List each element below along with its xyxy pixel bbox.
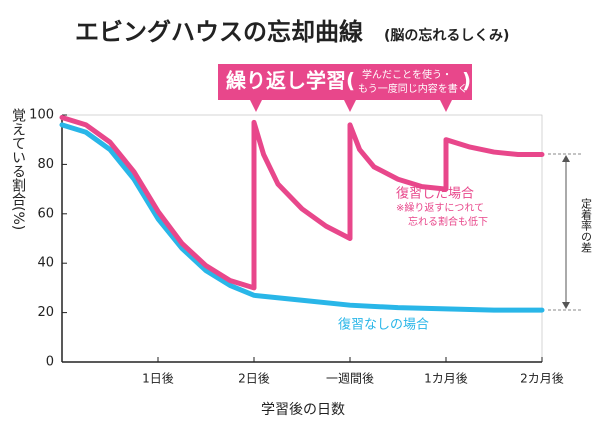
x-axis-label: 学習後の日数 bbox=[261, 402, 345, 418]
y-tick-label: 100 bbox=[29, 108, 54, 123]
chart-subtitle: (脳の忘れるしくみ) bbox=[384, 27, 509, 44]
banner-pointer bbox=[440, 100, 452, 112]
banner-pointer bbox=[344, 100, 356, 112]
series-line bbox=[59, 114, 545, 291]
y-tick-label: 80 bbox=[37, 157, 54, 172]
y-tick-label: 40 bbox=[37, 256, 54, 271]
banner-note: もう一度同じ内容を書く bbox=[358, 82, 468, 95]
difference-arrowhead bbox=[562, 302, 570, 309]
banner-note: 学んだことを使う・ bbox=[362, 68, 452, 81]
y-axis-label: 覚えている割合(%) bbox=[10, 108, 26, 230]
banner-text: 繰り返し学習( bbox=[226, 69, 355, 93]
series-label: 復習なしの場合 bbox=[338, 317, 429, 333]
series-line bbox=[59, 122, 545, 313]
review-note: 忘れる割合も低下 bbox=[408, 215, 488, 228]
x-tick-label: 一週間後 bbox=[326, 372, 374, 386]
difference-label: 定着率の差 bbox=[580, 197, 593, 253]
banner-pointer bbox=[250, 100, 262, 112]
review-note: ※繰り返すにつれて bbox=[396, 201, 484, 214]
series-label: 復習した場合 bbox=[396, 186, 474, 202]
difference-label-bg bbox=[578, 195, 594, 271]
difference-arrowhead bbox=[562, 155, 570, 162]
x-tick-label: 1日後 bbox=[142, 372, 174, 386]
plot-area bbox=[61, 114, 543, 363]
banner-box bbox=[218, 64, 472, 100]
y-tick-label: 60 bbox=[37, 206, 54, 221]
chart-title: エビングハウスの忘却曲線 bbox=[75, 18, 363, 46]
y-tick-label: 20 bbox=[37, 305, 54, 320]
x-tick-label: 1カ月後 bbox=[424, 372, 468, 386]
x-tick-label: 2日後 bbox=[238, 372, 270, 386]
x-tick-label: 2カ月後 bbox=[520, 372, 564, 386]
y-tick-label: 0 bbox=[46, 355, 54, 370]
banner-close: ) bbox=[462, 69, 471, 93]
